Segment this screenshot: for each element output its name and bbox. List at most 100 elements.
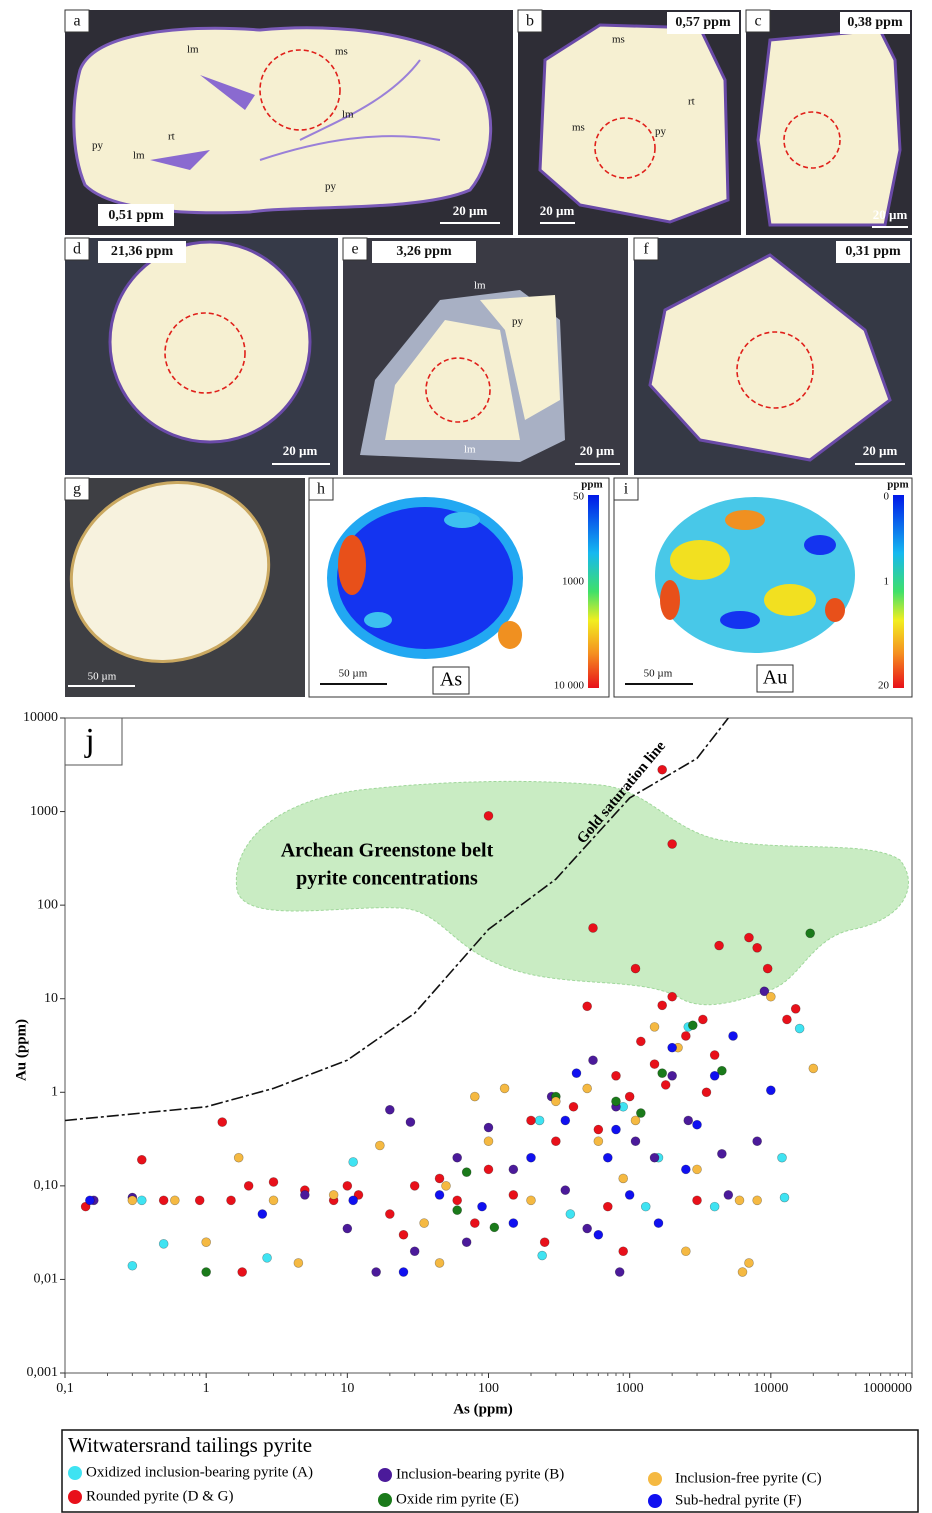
panel-d: d 21,36 ppm 20 µm xyxy=(64,237,338,475)
data-point xyxy=(582,1083,592,1094)
mineral-label: py xyxy=(512,316,524,328)
data-point xyxy=(624,1091,635,1102)
data-point xyxy=(630,1136,641,1147)
x-tick-label: 1000 xyxy=(616,1381,644,1396)
data-point xyxy=(398,1229,409,1240)
mineral-label: py xyxy=(655,126,667,138)
data-point xyxy=(508,1190,519,1200)
data-point xyxy=(300,1190,310,1200)
legend-label: Oxide rim pyrite (E) xyxy=(396,1491,519,1507)
data-point xyxy=(539,1237,550,1247)
data-point xyxy=(709,1050,720,1060)
data-point xyxy=(405,1117,416,1127)
data-point xyxy=(477,1201,487,1212)
data-point xyxy=(233,1152,244,1163)
data-point xyxy=(752,943,762,953)
data-point xyxy=(660,1080,671,1090)
data-point xyxy=(508,1164,519,1175)
data-point xyxy=(624,1190,635,1200)
data-point xyxy=(398,1267,409,1277)
data-point xyxy=(409,1181,420,1191)
data-point xyxy=(551,1096,561,1107)
data-point xyxy=(85,1195,95,1206)
data-point xyxy=(268,1195,279,1206)
data-point xyxy=(667,839,677,849)
data-point xyxy=(649,1152,660,1163)
panel-c: c 0,38 ppm 20 µm xyxy=(745,9,912,235)
colorbar-label: 10 000 xyxy=(554,680,585,692)
data-point xyxy=(630,963,641,974)
concentration: 3,26 ppm xyxy=(396,244,452,259)
y-tick-label: 0,001 xyxy=(27,1365,59,1380)
data-point xyxy=(717,1149,727,1159)
data-point xyxy=(127,1195,138,1206)
data-point xyxy=(744,932,754,943)
scale-bar-label: 50 µm xyxy=(644,668,673,680)
y-tick-label: 10000 xyxy=(23,710,58,725)
mineral-label: py xyxy=(325,181,337,193)
data-point xyxy=(777,1152,787,1163)
legend: Witwatersrand tailings pyrite Oxidized i… xyxy=(61,1429,919,1513)
data-point xyxy=(602,1152,613,1163)
data-point xyxy=(293,1258,304,1268)
data-point xyxy=(551,1136,561,1147)
data-point xyxy=(526,1195,536,1206)
data-point xyxy=(692,1119,702,1130)
data-point xyxy=(667,1071,677,1081)
element-label: Au xyxy=(763,667,787,689)
data-point xyxy=(766,1085,776,1096)
scale-bar-label: 20 µm xyxy=(863,443,898,458)
panel-letter: b xyxy=(526,13,534,30)
data-point xyxy=(618,1173,629,1184)
data-point xyxy=(593,1229,604,1240)
panel-e: e lm py lm 3,26 ppm 20 µm xyxy=(342,237,628,475)
concentration: 21,36 ppm xyxy=(111,244,174,259)
data-point xyxy=(409,1246,420,1257)
legend-marker xyxy=(648,1472,662,1486)
colorbar-unit: ppm xyxy=(887,479,908,491)
data-point xyxy=(762,963,773,974)
x-tick-label: 0,1 xyxy=(56,1381,74,1396)
data-point xyxy=(649,1059,660,1069)
data-point xyxy=(137,1154,147,1165)
colorbar-label: 1000 xyxy=(562,576,585,588)
data-point xyxy=(371,1267,381,1277)
scatter-chart: Archean Greenstone belt pyrite concentra… xyxy=(13,710,913,1417)
data-point xyxy=(593,1136,604,1147)
data-point xyxy=(537,1250,547,1261)
data-point xyxy=(419,1218,429,1228)
x-tick-label: 1 xyxy=(203,1381,210,1396)
scale-bar-label: 50 µm xyxy=(339,668,368,680)
panel-letter: a xyxy=(73,13,80,30)
data-point xyxy=(709,1071,720,1081)
scale-bar-label: 20 µm xyxy=(283,443,318,458)
data-point xyxy=(201,1237,211,1247)
data-point xyxy=(452,1195,462,1206)
data-point xyxy=(483,1136,494,1147)
data-point xyxy=(709,1201,720,1212)
panel-letter: i xyxy=(624,481,629,498)
data-point xyxy=(657,764,667,775)
data-point xyxy=(342,1223,353,1234)
data-point xyxy=(568,1101,579,1112)
data-point xyxy=(593,1124,604,1135)
legend-label: Oxidized inclusion-bearing pyrite (A) xyxy=(86,1464,313,1480)
data-point xyxy=(701,1087,712,1098)
panel-g: g 50 µm xyxy=(64,477,305,697)
data-point xyxy=(194,1195,205,1206)
mineral-label: ms xyxy=(612,34,625,46)
concentration: 0,38 ppm xyxy=(847,15,903,30)
data-point xyxy=(728,1031,738,1041)
legend-marker xyxy=(68,1490,82,1504)
y-tick-label: 1000 xyxy=(30,804,58,819)
data-point xyxy=(201,1267,211,1277)
data-point xyxy=(759,986,770,997)
data-point xyxy=(127,1260,138,1271)
legend-label: Inclusion-bearing pyrite (B) xyxy=(396,1466,564,1482)
data-point xyxy=(588,1055,598,1066)
concentration: 0,57 ppm xyxy=(675,15,731,30)
data-point xyxy=(257,1209,268,1219)
data-point xyxy=(158,1239,169,1249)
y-tick-label: 0,10 xyxy=(34,1178,59,1193)
